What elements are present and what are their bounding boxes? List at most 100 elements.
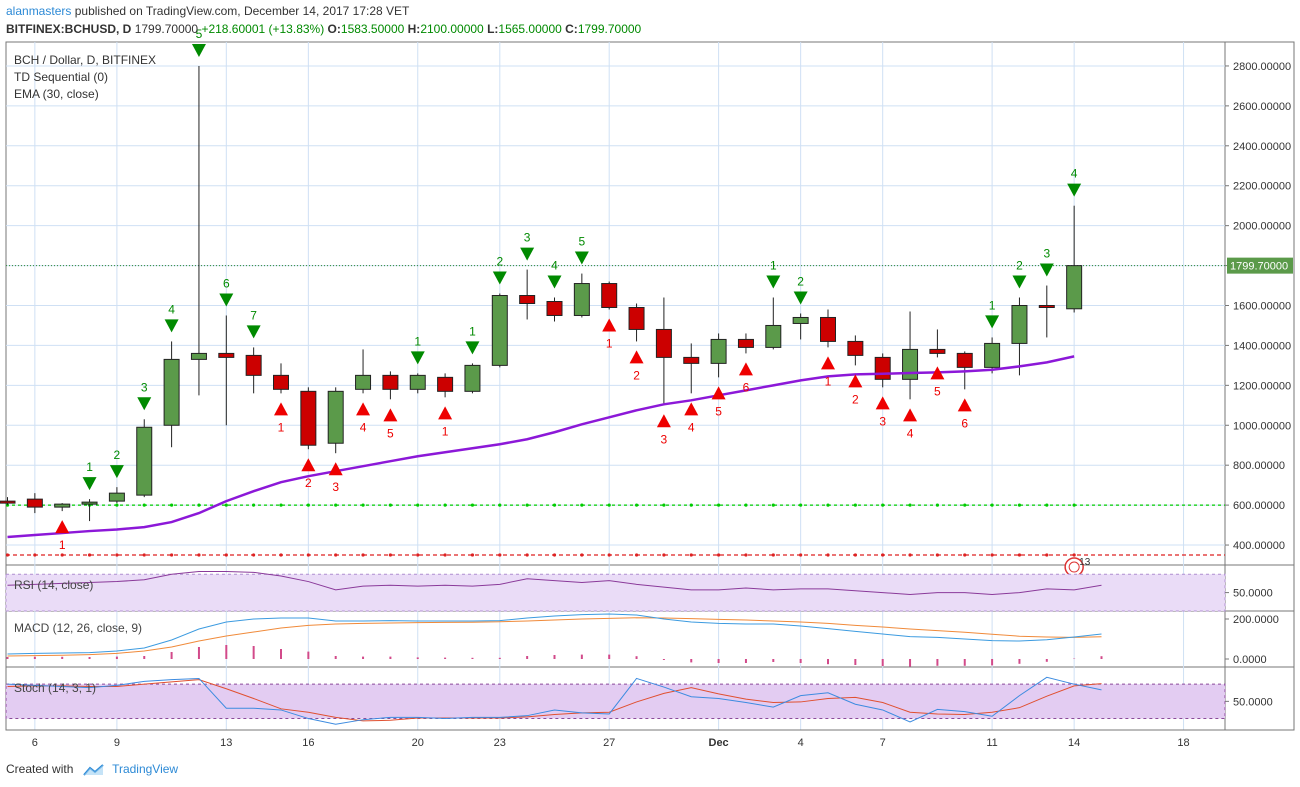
td-buy-count: 2	[852, 392, 859, 406]
author-link[interactable]: alanmasters	[6, 4, 72, 18]
support-dot	[252, 503, 256, 507]
td-buy-count: 4	[360, 420, 367, 434]
stoch-d-line	[7, 679, 1102, 722]
resistance-dot	[826, 553, 830, 557]
td-sell-count: 1	[414, 334, 421, 348]
support-dot	[115, 503, 119, 507]
support-dot	[416, 503, 420, 507]
td-sell-triangle	[547, 275, 562, 289]
support-dot	[224, 503, 228, 507]
td-sell-triangle	[574, 251, 589, 265]
td-sell-count: 4	[1071, 167, 1078, 181]
support-dot	[197, 503, 201, 507]
td-buy-count: 3	[661, 432, 668, 446]
td-sell-count: 1	[469, 324, 476, 338]
candle-body	[820, 316, 836, 342]
td-buy-triangle	[957, 398, 972, 412]
support-dot	[306, 503, 310, 507]
stoch-k-line	[7, 676, 1102, 725]
x-tick-label: 27	[603, 737, 615, 749]
td-sell-triangle	[1067, 183, 1082, 197]
td-buy-triangle	[274, 402, 288, 416]
td-sell-count: 4	[551, 259, 558, 273]
resistance-dot	[142, 553, 146, 557]
support-dot	[388, 503, 392, 507]
resistance-dot	[881, 553, 885, 557]
td-buy-triangle	[602, 318, 617, 332]
resistance-dot	[1072, 553, 1076, 557]
td-buy-triangle	[903, 408, 918, 422]
candle-body	[737, 338, 754, 348]
resistance-dot	[607, 553, 611, 557]
td-sell-count: 1	[770, 259, 777, 273]
td-buy-count: 1	[59, 538, 66, 552]
y-tick-label: 800.00000	[1233, 460, 1285, 472]
resistance-dot	[470, 553, 475, 557]
td-sell-count: 2	[114, 448, 121, 462]
rsi-label: RSI (14, close)	[14, 578, 93, 592]
stoch-tick-label: 50.0000	[1233, 696, 1273, 708]
support-dot	[908, 503, 912, 507]
td-buy-triangle	[875, 396, 890, 410]
td-buy-triangle	[55, 520, 70, 534]
support-dot	[334, 503, 338, 507]
support-dot	[279, 503, 283, 507]
td-sell-triangle	[985, 315, 1000, 329]
legend-title: BCH / Dollar, D, BITFINEX	[14, 53, 156, 67]
candle-body	[491, 295, 508, 366]
candle-body	[108, 492, 125, 502]
td-sell-count: 1	[86, 460, 93, 474]
support-dot	[771, 503, 775, 507]
resistance-dot	[1045, 553, 1049, 557]
resistance-dot	[525, 553, 529, 557]
td-sell-count: 5	[196, 27, 203, 41]
candle-body	[26, 498, 43, 508]
td-buy-triangle	[383, 408, 398, 422]
event-flag-inner	[1068, 561, 1080, 573]
y-tick-label: 1400.00000	[1233, 340, 1291, 352]
x-tick-label: 23	[494, 737, 506, 749]
macd-signal-line	[7, 617, 1102, 657]
macd-line	[7, 613, 1102, 655]
td-sell-triangle	[793, 291, 808, 305]
high-label: H:	[407, 22, 421, 36]
candle-body	[601, 283, 618, 308]
candle-body	[902, 348, 919, 380]
td-buy-count: 6	[743, 380, 750, 394]
support-dot	[552, 503, 557, 507]
candle-body	[355, 374, 372, 390]
close-label: C:	[565, 22, 578, 36]
resistance-dot	[853, 553, 857, 557]
candle-body	[327, 390, 344, 444]
resistance-dot	[689, 553, 693, 557]
td-sell-count: 4	[168, 302, 175, 316]
resistance-dot	[33, 553, 37, 557]
resistance-dot	[279, 553, 283, 557]
last-price-tag	[1227, 257, 1293, 274]
publish-info: alanmasters published on TradingView.com…	[6, 4, 409, 18]
support-dot	[470, 503, 475, 507]
td-sell-count: 3	[1043, 247, 1050, 261]
support-dot	[799, 503, 803, 507]
candle-body	[847, 340, 864, 356]
candle-body	[273, 374, 289, 390]
td-sell-count: 2	[797, 274, 804, 288]
rsi-band	[5, 573, 1226, 612]
td-sell-triangle	[219, 293, 234, 307]
legend-ema: EMA (30, close)	[14, 87, 99, 101]
tradingview-link[interactable]: TradingView	[112, 762, 179, 776]
x-tick-label: 16	[302, 737, 314, 749]
x-tick-label: 4	[798, 737, 804, 749]
resistance-dot	[252, 553, 256, 557]
support-dot	[935, 503, 940, 507]
td-sell-count: 7	[250, 308, 257, 322]
resistance-dot	[60, 553, 64, 557]
price-change: +218.60001 (+13.83%)	[201, 22, 325, 36]
candle-body	[245, 354, 262, 376]
resistance-dot	[990, 553, 994, 557]
y-tick-label: 1000.00000	[1233, 420, 1291, 432]
candle-body	[874, 356, 891, 380]
y-tick-label: 2400.00000	[1233, 141, 1291, 153]
tradingview-logo-icon	[82, 764, 104, 776]
